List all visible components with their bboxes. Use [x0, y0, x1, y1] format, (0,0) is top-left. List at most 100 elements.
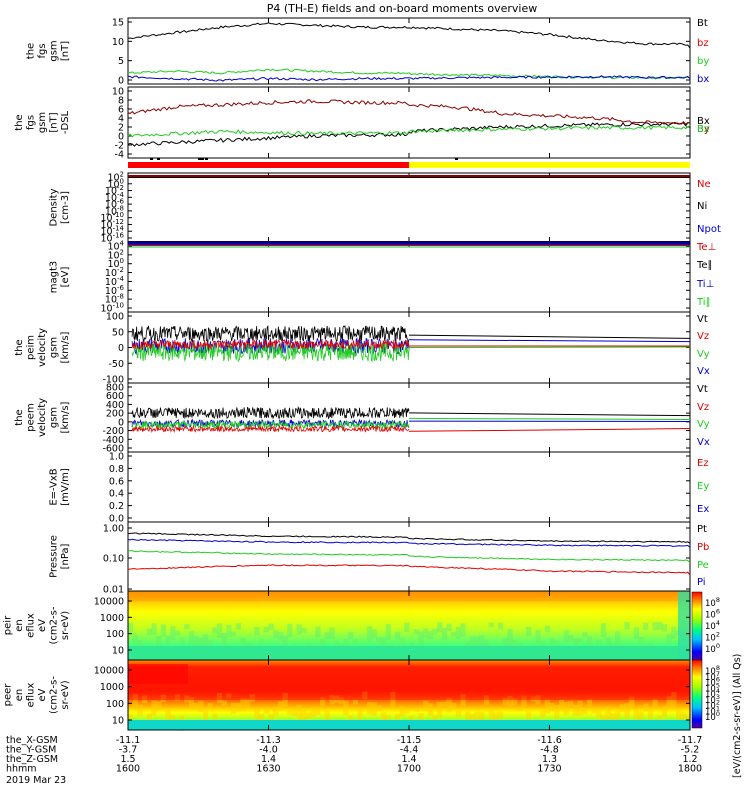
legend-vy: Vy [697, 349, 710, 360]
legend-by: by [697, 56, 709, 67]
spectrogram-cell [488, 710, 494, 721]
series-bx [127, 121, 691, 147]
spectrogram-cell [165, 635, 171, 644]
ylabel-line: gsm [49, 40, 60, 61]
spectrogram-cell [465, 641, 471, 649]
series-by [127, 99, 691, 126]
y-tick-label: 10000 [94, 666, 124, 677]
spectrogram-cell [277, 701, 284, 711]
panel-frame [127, 451, 691, 523]
spectrogram-cell [474, 712, 480, 722]
spectrogram-cell [184, 624, 190, 629]
ylabel-line: eV [37, 619, 48, 632]
ylabel-line: Density [49, 188, 60, 226]
spectrogram-cell [160, 624, 166, 637]
spectrogram-cell [334, 640, 340, 646]
spectrogram-cell [207, 703, 213, 709]
spectrogram-cell [221, 700, 227, 706]
spectrogram-cell [535, 630, 541, 644]
panel-peim-velocity: the peim velocity gsm [km/s] 100 50 0 -50 -100 Vt V… [14, 311, 710, 386]
panel-frame [127, 241, 691, 313]
spectrogram-cell [549, 638, 555, 651]
axis-row-value: 1.4 [401, 754, 416, 765]
spectrogram-cell [675, 711, 682, 721]
series-bz [127, 124, 691, 138]
ylabel-line: peem [26, 403, 37, 431]
axis-row-value: -11.7 [678, 735, 703, 746]
spectrogram-cell [207, 640, 213, 652]
spectrogram-cell [193, 636, 199, 652]
spectrogram-cell [277, 632, 284, 641]
ylabel-line: gsm [49, 337, 60, 358]
spectrogram-cell [235, 703, 241, 712]
spectrogram-cell [198, 700, 204, 712]
y-tick-label: 10 [112, 716, 124, 727]
y-tick-label: -400 [102, 435, 124, 446]
y-tick-label: 600 [106, 391, 124, 402]
spectrogram-cell [263, 707, 269, 714]
panel-ylabel: the peir en eflux eV (cm2-s-sr-eV) [0, 606, 71, 644]
y-tick-label: -600 [102, 444, 124, 455]
spectrogram-cell [212, 627, 218, 634]
ylabel-line: peer [3, 683, 14, 707]
y-tick-label: -50 [108, 359, 124, 370]
spectrogram-cell [441, 627, 447, 641]
y-tick-label: 10 [112, 87, 124, 98]
spectrogram-cell [188, 631, 195, 644]
spectrogram-cell [680, 712, 686, 720]
spectrogram-cell [605, 637, 611, 647]
spectrogram-cell [437, 701, 443, 718]
y-tick-label: -100 [102, 375, 124, 386]
y-tick-label: 0 [118, 417, 124, 428]
spectrogram-cell [577, 638, 583, 643]
ylabel-line: the [26, 43, 37, 59]
spectrogram-cell [666, 696, 672, 709]
axis-row-value: -3.7 [119, 745, 138, 756]
spectrogram-cell [647, 708, 654, 723]
y-tick-label: 1.00 [103, 524, 124, 535]
spectrogram-cell [554, 704, 560, 720]
ylabel-line: velocity [37, 328, 48, 367]
legend-vx: Vx [697, 437, 710, 448]
status-bar [128, 158, 690, 168]
axis-row-label: the_Z-GSM [6, 754, 58, 765]
colorbar-label: [eV/(cm2-s-sr-eV)] (All Qs) [732, 654, 743, 778]
spectrogram-cell [469, 636, 476, 648]
ylabel-line: the [14, 339, 25, 355]
series-pi [127, 538, 691, 548]
legend-vz: Vz [697, 402, 709, 413]
panel-fgs: the fgs gsm [nT] 15 10 5 0 Bt bz by bx [26, 17, 709, 87]
y-tick-label: 2 [118, 123, 124, 134]
spectrogram-cell [455, 626, 462, 640]
spectrogram-cell [291, 708, 298, 717]
axis-date: 2019 Mar 23 [6, 775, 66, 786]
spectrogram-cell [231, 631, 237, 637]
panel-ylabel: E=-VxB [mV/m] [49, 468, 72, 506]
spectrogram-cell [624, 622, 630, 630]
spectrogram-cell [544, 625, 550, 633]
axis-row-label: hhmm [6, 764, 37, 775]
spectrogram-cell [380, 712, 387, 722]
y-tick-label: 0.4 [109, 489, 124, 500]
series-vx-flat [408, 339, 691, 343]
legend-by: By [697, 124, 710, 135]
spectrogram-cell [287, 710, 293, 715]
spectrogram-cell [657, 622, 663, 630]
spectrogram-cell [540, 711, 546, 718]
spectrogram-cell [301, 627, 307, 633]
series-pt [127, 532, 691, 544]
spectrogram-cell [282, 636, 288, 646]
spectrogram-cell [128, 622, 134, 633]
series-vt [131, 405, 410, 420]
legend-bx: bx [697, 74, 709, 85]
spectrogram-cell [273, 630, 279, 639]
series-pe [127, 550, 691, 563]
ylabel-line: [eV] [60, 267, 71, 288]
spectrogram-cell [240, 697, 246, 711]
spectrogram-cell [497, 622, 504, 630]
spectrogram-cell [376, 705, 382, 712]
spectrogram-cell [427, 703, 433, 717]
legend-vx: Vx [697, 366, 710, 377]
ylabel-line: sr-eV) [60, 680, 71, 709]
